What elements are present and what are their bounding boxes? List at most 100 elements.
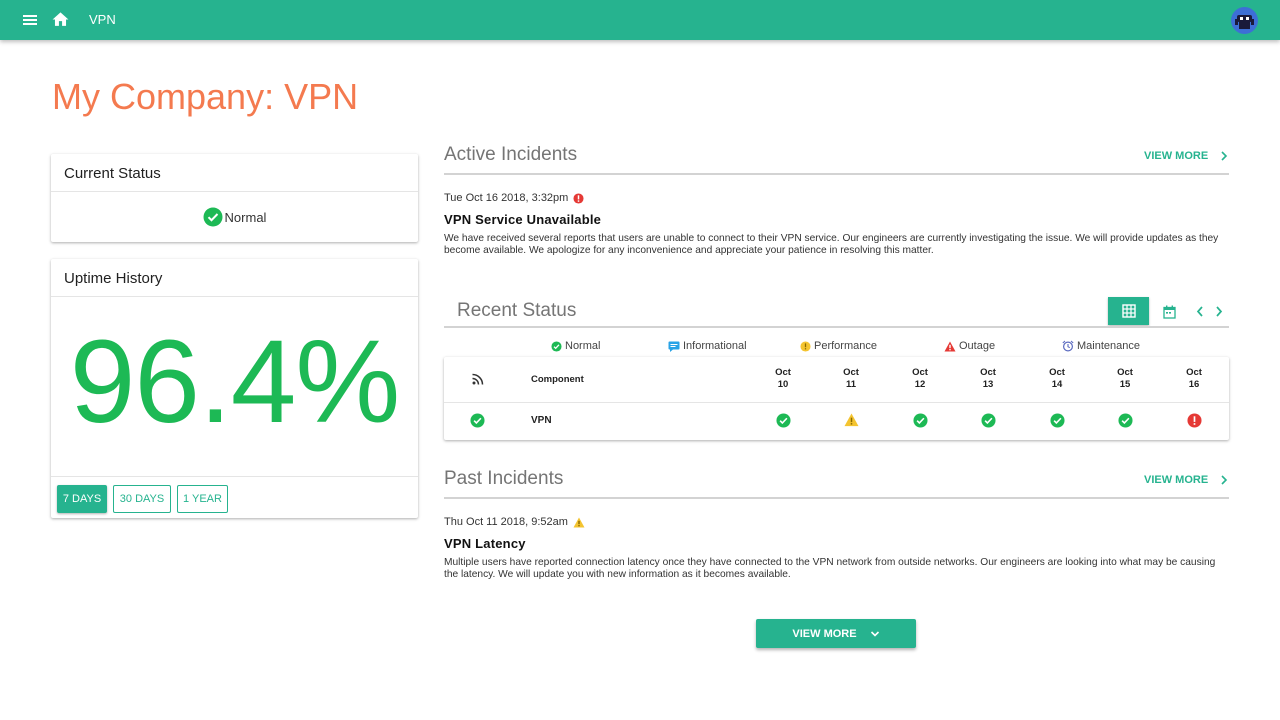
current-status-value: Normal [224, 209, 267, 225]
legend-informational: Informational [668, 340, 747, 352]
date-header-oct-12: Oct 12 [905, 367, 935, 391]
legend-label: Normal [565, 340, 601, 352]
chevron-right-icon [1221, 475, 1228, 485]
performance-warning-icon [573, 517, 585, 527]
check-circle-icon[interactable] [913, 413, 928, 428]
date-month: Oct [1049, 367, 1065, 378]
legend-maintenance: Maintenance [1062, 340, 1140, 352]
uptime-history-card: Uptime History 96.4% 7 DAYS 30 DAYS 1 YE… [51, 259, 418, 518]
uptime-history-heading: Uptime History [51, 259, 418, 297]
past-incident-description: Multiple users have reported connection … [444, 557, 1216, 580]
current-status-heading: Current Status [51, 154, 418, 192]
active-incident-date: Tue Oct 16 2018, 3:32pm [444, 192, 569, 204]
legend-outage: Outage [944, 340, 995, 352]
component-name-vpn[interactable]: VPN [531, 415, 552, 426]
avatar[interactable] [1231, 7, 1258, 34]
date-day: 10 [777, 379, 789, 390]
grid-icon [1121, 304, 1136, 318]
performance-icon [800, 340, 811, 352]
chevron-right-icon [1221, 151, 1228, 161]
range-1-year-button[interactable]: 1 YEAR [177, 485, 228, 513]
range-30-days-button[interactable]: 30 DAYS [113, 485, 171, 513]
date-header-oct-16: Oct 16 [1179, 367, 1209, 391]
date-day: 12 [914, 379, 926, 390]
uptime-percentage: 96.4% [69, 316, 401, 448]
active-incident-date-row: Tue Oct 16 2018, 3:32pm [444, 192, 584, 204]
check-circle-icon [551, 340, 562, 352]
check-circle-icon [470, 413, 485, 428]
home-icon[interactable] [51, 10, 70, 29]
legend-label: Performance [814, 340, 877, 352]
recent-status-heading: Recent Status [457, 300, 577, 321]
rss-feed-icon[interactable] [472, 373, 484, 385]
status-table: Component Oct 10 Oct 11 Oct 12 Oct 13 Oct 14 … [444, 357, 1229, 440]
view-more-label: VIEW MORE [1144, 474, 1209, 486]
past-incident-title[interactable]: VPN Latency [444, 536, 526, 551]
calendar-icon [1162, 305, 1176, 319]
active-incident-title[interactable]: VPN Service Unavailable [444, 212, 602, 227]
date-header-oct-14: Oct 14 [1042, 367, 1072, 391]
past-incident-date-row: Thu Oct 11 2018, 9:52am [444, 516, 585, 528]
past-incidents-divider [444, 497, 1229, 499]
top-app-bar: VPN [0, 0, 1280, 40]
active-incidents-heading: Active Incidents [444, 144, 578, 165]
grid-view-button[interactable] [1108, 297, 1149, 325]
menu-icon[interactable] [22, 12, 38, 28]
date-day: 11 [845, 379, 857, 390]
legend-normal: Normal [551, 340, 600, 352]
performance-warning-icon[interactable] [844, 413, 859, 427]
message-icon [668, 341, 680, 352]
outage-icon [573, 192, 584, 204]
past-incidents-view-more-link[interactable]: VIEW MORE [1144, 474, 1228, 486]
current-status-card: Current Status Normal [51, 154, 418, 242]
check-circle-icon[interactable] [776, 413, 791, 428]
past-incidents-heading: Past Incidents [444, 468, 564, 489]
check-circle-icon[interactable] [1050, 413, 1065, 428]
alarm-clock-icon [1062, 340, 1074, 352]
previous-period-button[interactable] [1193, 304, 1207, 318]
active-incidents-divider [444, 173, 1229, 175]
chevron-right-icon [1216, 305, 1223, 317]
chevron-left-icon [1196, 305, 1203, 317]
calendar-view-button[interactable] [1160, 303, 1178, 321]
legend-label: Informational [683, 340, 747, 352]
current-status-row: Normal [51, 192, 418, 242]
date-day: 13 [982, 379, 994, 390]
page-title: My Company: VPN [52, 76, 359, 117]
past-incident-date: Thu Oct 11 2018, 9:52am [444, 516, 568, 528]
component-header: Component [531, 374, 584, 385]
view-more-label: VIEW MORE [1144, 150, 1209, 162]
date-header-oct-15: Oct 15 [1110, 367, 1140, 391]
date-month: Oct [1117, 367, 1133, 378]
chevron-down-icon [870, 630, 879, 637]
date-header-oct-10: Oct 10 [768, 367, 798, 391]
uptime-range-selector: 7 DAYS 30 DAYS 1 YEAR [51, 476, 418, 518]
active-incidents-view-more-link[interactable]: VIEW MORE [1144, 150, 1228, 162]
date-header-oct-13: Oct 13 [973, 367, 1003, 391]
app-title: VPN [89, 12, 116, 27]
date-day: 14 [1051, 379, 1063, 390]
table-row-divider [444, 402, 1229, 403]
legend-label: Maintenance [1077, 340, 1140, 352]
check-circle-icon [203, 207, 223, 227]
date-month: Oct [980, 367, 996, 378]
legend-performance: Performance [800, 340, 877, 352]
check-circle-icon[interactable] [981, 413, 996, 428]
active-incident-description: We have received several reports that us… [444, 233, 1219, 256]
legend-label: Outage [959, 340, 996, 352]
date-month: Oct [775, 367, 791, 378]
recent-status-divider [444, 326, 1229, 328]
date-day: 15 [1119, 379, 1131, 390]
next-period-button[interactable] [1212, 304, 1226, 318]
date-month: Oct [1186, 367, 1202, 378]
date-header-oct-11: Oct 11 [836, 367, 866, 391]
date-day: 16 [1188, 379, 1200, 390]
range-7-days-button[interactable]: 7 DAYS [57, 485, 107, 513]
warning-triangle-icon [944, 341, 956, 351]
view-more-button[interactable]: VIEW MORE [756, 619, 916, 648]
outage-icon[interactable] [1187, 413, 1202, 428]
check-circle-icon[interactable] [1118, 413, 1133, 428]
date-month: Oct [843, 367, 859, 378]
date-month: Oct [912, 367, 928, 378]
view-more-button-label: VIEW MORE [792, 627, 857, 640]
